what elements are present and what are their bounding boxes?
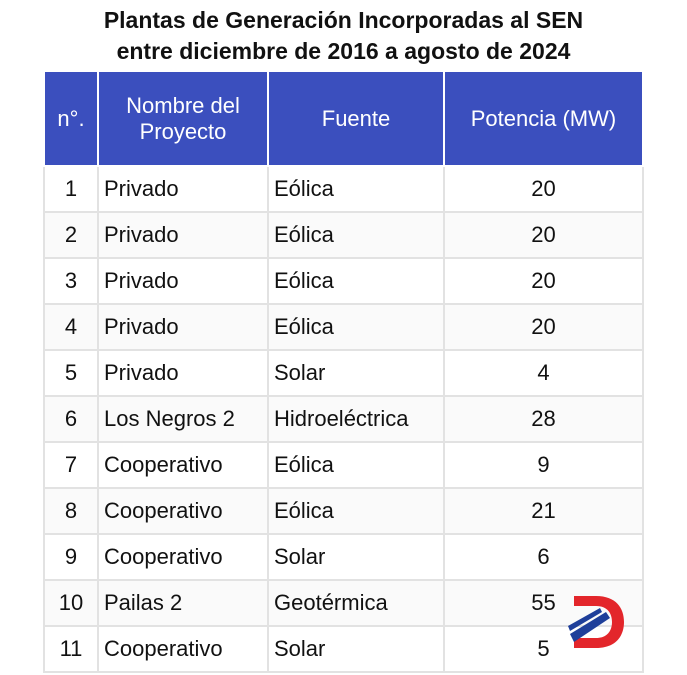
table-row: 2 Privado Eólica 20 xyxy=(43,211,644,259)
table-row: 10 Pailas 2 Geotérmica 55 xyxy=(43,579,644,627)
table-cell: 2 xyxy=(43,211,99,259)
table-cell: Hidroeléctrica xyxy=(267,395,445,443)
title-line: Plantas de Generación Incorporadas al SE… xyxy=(103,7,584,33)
table-cell: 20 xyxy=(443,257,644,305)
table-cell: 8 xyxy=(43,487,99,535)
table-cell: Geotérmica xyxy=(267,579,445,627)
table-cell: Eólica xyxy=(267,165,445,213)
table-row: 8 Cooperativo Eólica 21 xyxy=(43,487,644,535)
header-cell: Fuente xyxy=(267,70,445,167)
table-cell: Cooperativo xyxy=(97,533,269,581)
table-cell: 3 xyxy=(43,257,99,305)
table-cell: Privado xyxy=(97,257,269,305)
logo xyxy=(568,596,624,648)
title-line: entre diciembre de 2016 a agosto de 2024 xyxy=(116,38,571,64)
header-cell: n°. xyxy=(43,70,99,167)
table-cell: 20 xyxy=(443,211,644,259)
table-cell: Solar xyxy=(267,625,445,673)
table-cell: Cooperativo xyxy=(97,487,269,535)
table-cell: Privado xyxy=(97,349,269,397)
table-cell: 5 xyxy=(43,349,99,397)
table-cell: 4 xyxy=(43,303,99,351)
table-cell: 20 xyxy=(443,303,644,351)
table-cell: Eólica xyxy=(267,211,445,259)
table-cell: Cooperativo xyxy=(97,441,269,489)
table-cell: 10 xyxy=(43,579,99,627)
table-cell: Eólica xyxy=(267,303,445,351)
table-cell: Privado xyxy=(97,211,269,259)
table-cell: 20 xyxy=(443,165,644,213)
table-cell: 6 xyxy=(43,395,99,443)
table-cell: Solar xyxy=(267,533,445,581)
table-cell: Los Negros 2 xyxy=(97,395,269,443)
table-cell: Privado xyxy=(97,303,269,351)
table-row: 1 Privado Eólica 20 xyxy=(43,165,644,213)
table-header: n°. Nombre del Proyecto Fuente Potencia (MW… xyxy=(43,70,644,167)
header-cell: Potencia (MW) xyxy=(443,70,644,167)
plants-table: n°. Nombre del Proyecto Fuente Potencia (MW… xyxy=(43,70,644,673)
title: Plantas de Generación Incorporadas al SE… xyxy=(0,5,687,67)
table-cell: Eólica xyxy=(267,487,445,535)
table-row: 11 Cooperativo Solar 5 xyxy=(43,625,644,673)
table-row: 9 Cooperativo Solar 6 xyxy=(43,533,644,581)
table-cell: Privado xyxy=(97,165,269,213)
table-row: 5 Privado Solar 4 xyxy=(43,349,644,397)
table-cell: Cooperativo xyxy=(97,625,269,673)
table-cell: 4 xyxy=(443,349,644,397)
table-row: 7 Cooperativo Eólica 9 xyxy=(43,441,644,489)
table-cell: 9 xyxy=(43,533,99,581)
header-cell: Nombre del Proyecto xyxy=(97,70,269,167)
table-cell: 21 xyxy=(443,487,644,535)
table-cell: 1 xyxy=(43,165,99,213)
table-cell: 7 xyxy=(43,441,99,489)
table-cell: 6 xyxy=(443,533,644,581)
table-cell: Solar xyxy=(267,349,445,397)
table-cell: Eólica xyxy=(267,257,445,305)
table-cell: Pailas 2 xyxy=(97,579,269,627)
table-row: 6 Los Negros 2 Hidroeléctrica 28 xyxy=(43,395,644,443)
table-row: 3 Privado Eólica 20 xyxy=(43,257,644,305)
table-cell: 28 xyxy=(443,395,644,443)
table-cell: 11 xyxy=(43,625,99,673)
table-row: 4 Privado Eólica 20 xyxy=(43,303,644,351)
table-body: 1 Privado Eólica 20 2 Privado Eólica 20 3 Privado… xyxy=(43,165,644,673)
table-cell: Eólica xyxy=(267,441,445,489)
table-cell: 9 xyxy=(443,441,644,489)
header-row: n°. Nombre del Proyecto Fuente Potencia (MW… xyxy=(43,70,644,167)
